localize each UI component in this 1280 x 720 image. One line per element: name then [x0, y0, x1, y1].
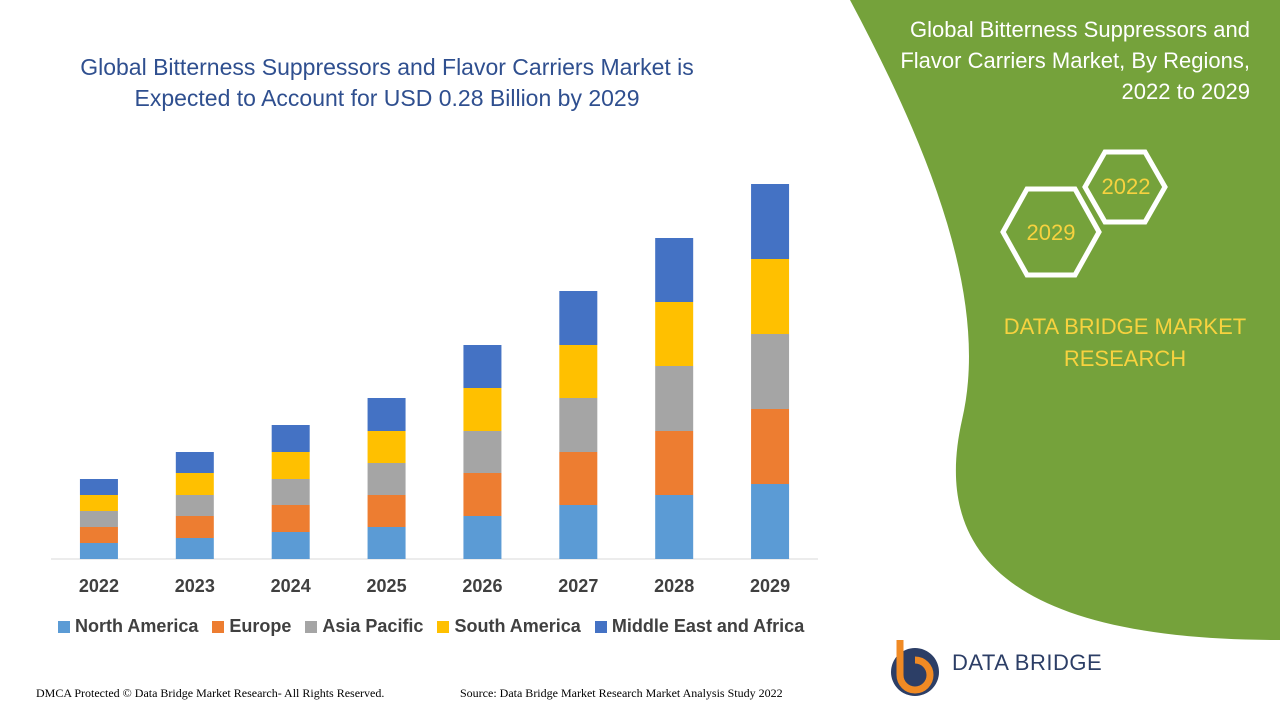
bar-segment [655, 495, 694, 559]
bar-segment [175, 473, 214, 495]
logo-icon [896, 640, 934, 694]
bar-segment [559, 505, 598, 559]
x-tick-label: 2028 [654, 576, 694, 596]
bar-segment [271, 425, 310, 452]
bar-segment [463, 473, 502, 516]
bar-segment [367, 431, 406, 463]
bar-segment [655, 431, 694, 495]
legend-swatch [305, 620, 318, 633]
bar-segment [271, 479, 310, 505]
bar-segment [367, 527, 406, 559]
bar-segment [79, 543, 118, 559]
bar-segment [751, 334, 790, 409]
source: Source: Data Bridge Market Research Mark… [460, 686, 783, 700]
bar-segment [367, 463, 406, 495]
legend: North America Europe Asia Pacific South Ame… [58, 616, 804, 637]
bar-segment [175, 452, 214, 473]
legend-swatch [58, 620, 70, 633]
x-tick-label: 2025 [367, 576, 407, 596]
bar-segment [271, 505, 310, 532]
legend-item: Europe [212, 616, 291, 637]
bar-segment [751, 409, 790, 484]
bar-segment [751, 484, 790, 559]
legend-label: Europe [229, 616, 292, 636]
logo-text: DATA BRIDGE [952, 650, 1103, 675]
bar-segment [559, 398, 598, 452]
x-tick-label: 2026 [462, 576, 502, 596]
bar-segment [751, 184, 790, 259]
legend-label: North America [75, 616, 199, 636]
bar-segment [79, 479, 118, 495]
x-tick-label: 2029 [750, 576, 790, 596]
bar-segment [463, 345, 502, 388]
legend-item: Asia Pacific [305, 616, 423, 637]
bar-segment [751, 259, 790, 334]
bar-segment [271, 452, 310, 479]
hexagon-label: 2022 [1102, 174, 1151, 199]
legend-swatch [594, 620, 607, 633]
bar-segment [463, 431, 502, 473]
legend-item: South America [437, 616, 581, 637]
copyright: DMCA Protected © Data Bridge Market Rese… [36, 686, 385, 700]
bar-segment [655, 302, 694, 366]
bar-segment [175, 538, 214, 559]
legend-item: North America [58, 616, 198, 637]
bar-segment [463, 516, 502, 559]
side-panel [850, 0, 1280, 640]
legend-swatch [212, 620, 225, 633]
x-tick-label: 2023 [175, 576, 215, 596]
bar-segment [175, 495, 214, 516]
bar-segment [559, 291, 598, 345]
bar-segment [367, 398, 406, 431]
bar-segment [655, 238, 694, 302]
plot: 2022 2023 2024 2025 2026 2027 2028 2029 [79, 184, 790, 596]
x-tick-label: 2024 [271, 576, 311, 596]
legend-swatch [437, 620, 450, 633]
hexagon-label: 2029 [1027, 220, 1076, 245]
legend-label: Middle East and Africa [611, 616, 805, 636]
hexagon [1082, 149, 1168, 225]
legend-item: Middle East and Africa [594, 616, 805, 637]
bar-segment [655, 366, 694, 431]
bar-segment [79, 495, 118, 511]
x-tick-label: 2027 [558, 576, 598, 596]
legend-label: South America [454, 616, 581, 636]
bar-segment [79, 527, 118, 543]
legend-label: Asia Pacific [322, 616, 424, 636]
side-title: Global Bitterness Suppressors and Flavor… [900, 17, 1250, 104]
bar-segment [175, 516, 214, 538]
bar-segment [559, 345, 598, 398]
hexagon [1000, 186, 1102, 278]
bar-segment [367, 495, 406, 527]
bar-segment [271, 532, 310, 559]
x-tick-label: 2022 [79, 576, 119, 596]
chart-title: Global Bitterness Suppressors and Flavor… [80, 54, 694, 111]
bar-segment [463, 388, 502, 431]
brand-text: DATA BRIDGE MARKET RESEARCH [1003, 314, 1247, 371]
bar-segment [79, 511, 118, 527]
bar-segment [559, 452, 598, 505]
